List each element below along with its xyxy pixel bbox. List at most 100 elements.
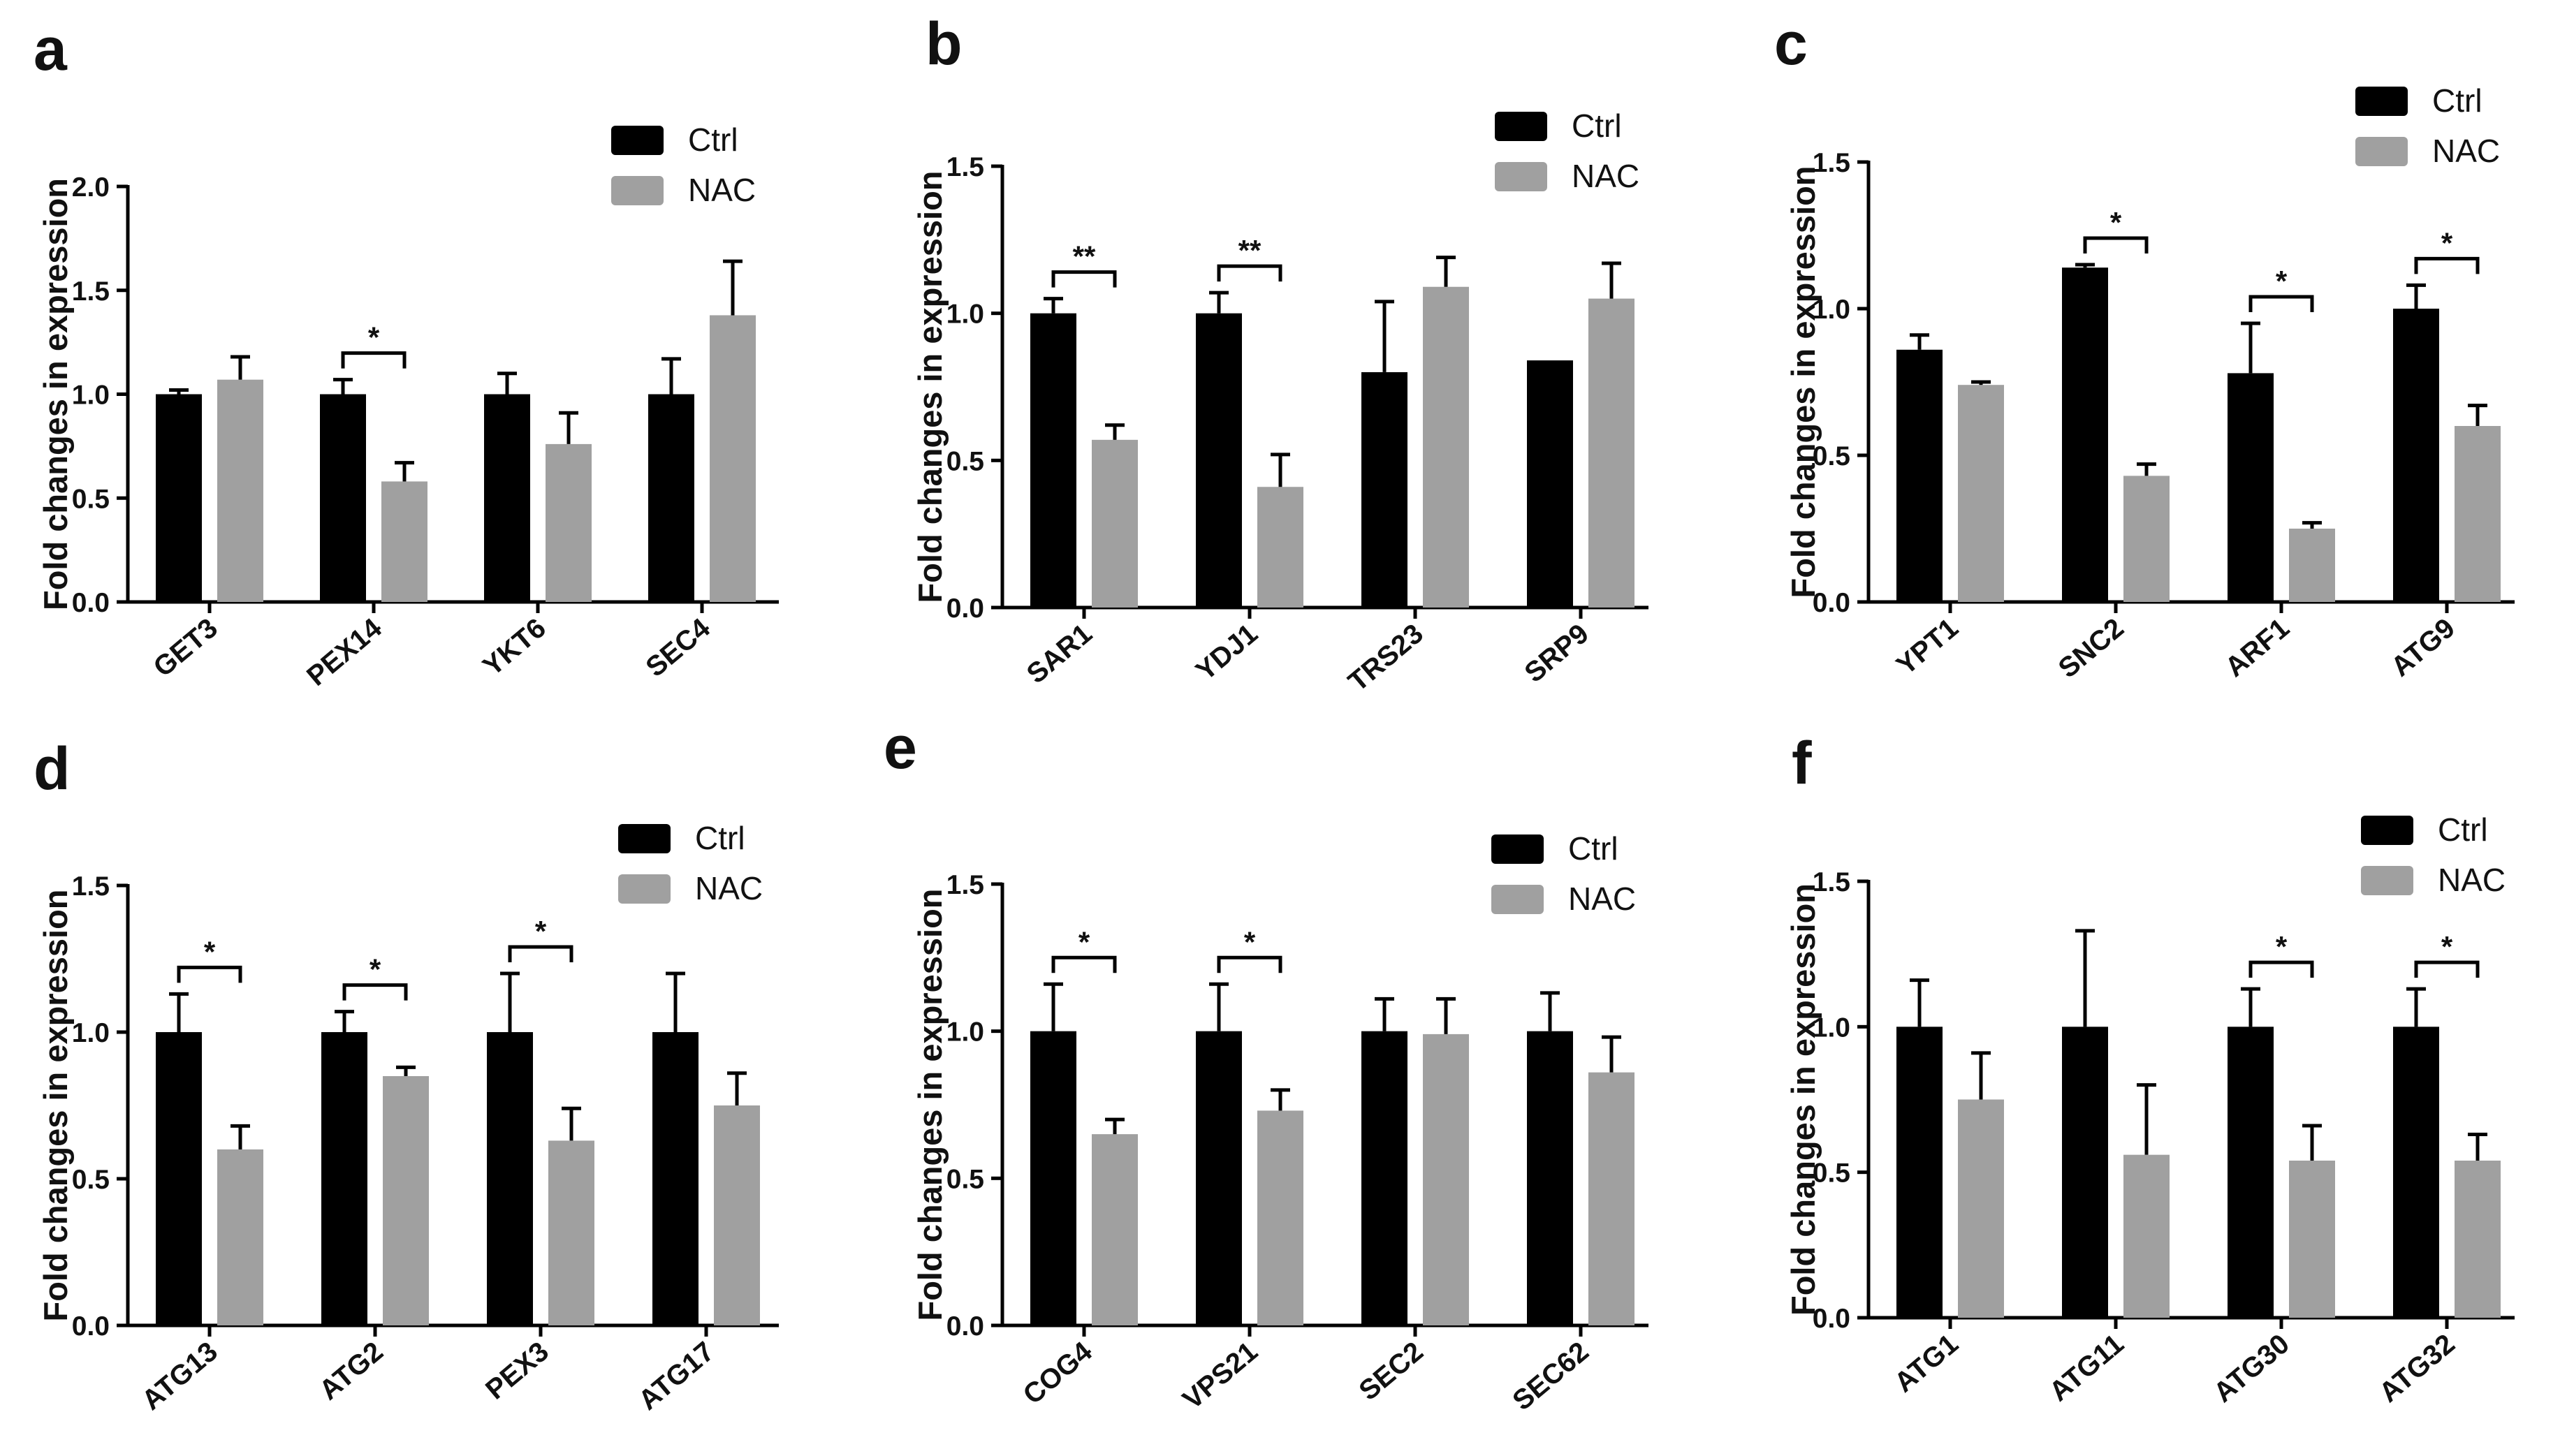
bar-nac [2455, 1161, 2501, 1318]
x-tick-label: PEX3 [480, 1336, 555, 1405]
bar-nac [1092, 439, 1138, 608]
bar-ctrl [1896, 1027, 1943, 1318]
legend-label-ctrl: Ctrl [688, 122, 738, 158]
bar-nac [383, 1076, 429, 1325]
y-tick-label: 0.5 [946, 446, 984, 476]
significance-bracket [1051, 955, 1117, 973]
bar-nac [710, 315, 756, 602]
y-tick-label: 0.0 [1813, 1304, 1850, 1334]
significance-bracket [341, 351, 407, 369]
y-tick-label: 0.5 [72, 484, 110, 514]
x-tick-label: SEC4 [640, 612, 716, 683]
significance-marker: * [2441, 930, 2453, 963]
y-tick-label: 0.0 [946, 1311, 984, 1341]
significance-bracket [1217, 264, 1282, 282]
y-tick-label: 0.5 [1813, 1159, 1850, 1189]
significance-bracket [1051, 270, 1117, 288]
significance-marker: * [2441, 226, 2453, 259]
bar-ctrl [2228, 1027, 2274, 1318]
significance-marker: * [2276, 265, 2288, 297]
bar-ctrl [1196, 313, 1242, 608]
bar-ctrl [1030, 1031, 1076, 1325]
bar-ctrl [320, 394, 366, 602]
x-tick-label: GET3 [147, 612, 223, 683]
panel-letter: a [34, 16, 68, 83]
significance-bracket [177, 965, 242, 983]
significance-marker: * [1078, 925, 1090, 958]
x-tick-label: ATG13 [136, 1336, 224, 1416]
bar-nac [2289, 529, 2335, 602]
x-tick-label: ARF1 [2219, 612, 2295, 683]
significance-bracket [508, 945, 573, 962]
x-tick-label: ATG30 [2208, 1328, 2295, 1409]
legend-swatch-ctrl [2361, 816, 2413, 845]
significance-marker: * [1244, 925, 1256, 958]
bar-nac [1588, 298, 1634, 608]
legend-swatch-nac [2361, 866, 2413, 895]
y-tick-label: 1.5 [1813, 867, 1850, 897]
panel-letter: b [926, 10, 963, 78]
x-tick-label: SNC2 [2053, 612, 2130, 684]
y-tick-label: 0.0 [72, 1311, 110, 1341]
legend-label-ctrl: Ctrl [2438, 811, 2488, 848]
y-tick-label: 1.5 [72, 872, 110, 902]
y-tick-label: 1.0 [946, 300, 984, 330]
y-tick-label: 1.0 [1813, 295, 1850, 325]
bar-ctrl [484, 394, 530, 602]
y-tick-label: 0.0 [72, 588, 110, 618]
legend-label-nac: NAC [1568, 881, 1636, 917]
y-tick-label: 1.5 [1813, 148, 1850, 178]
legend-label-nac: NAC [695, 870, 763, 906]
legend-label-nac: NAC [688, 172, 756, 208]
y-tick-label: 1.0 [72, 1018, 110, 1048]
significance-marker: * [535, 915, 547, 948]
significance-bracket [1217, 955, 1282, 973]
significance-bracket [2248, 960, 2314, 978]
y-tick-label: 0.5 [72, 1165, 110, 1195]
significance-bracket [2414, 256, 2480, 274]
legend-swatch-ctrl [1495, 112, 1547, 141]
bar-ctrl [2393, 309, 2439, 602]
y-axis-label: Fold changes in expression [1785, 883, 1822, 1316]
x-tick-label: SRP9 [1519, 618, 1594, 689]
bar-ctrl [1527, 1031, 1573, 1325]
y-tick-label: 1.5 [946, 152, 984, 182]
bar-nac [1257, 1110, 1303, 1325]
bar-nac [1257, 487, 1303, 608]
x-tick-label: VPS21 [1177, 1336, 1264, 1415]
bar-nac [546, 443, 592, 602]
bar-ctrl [648, 394, 694, 602]
legend-swatch-ctrl [1491, 834, 1544, 864]
bar-nac [2289, 1161, 2335, 1318]
panel-letter: c [1774, 10, 1808, 78]
panel-letter: f [1792, 730, 1812, 797]
significance-marker: ** [1073, 240, 1096, 273]
x-tick-label: YDJ1 [1190, 618, 1264, 686]
legend-swatch-nac [618, 874, 671, 904]
x-tick-label: ATG9 [2385, 612, 2461, 682]
panel-letter: e [884, 714, 917, 781]
y-tick-label: 1.0 [1813, 1013, 1850, 1043]
y-tick-label: 1.0 [946, 1017, 984, 1047]
y-tick-label: 0.0 [946, 594, 984, 624]
x-tick-label: PEX14 [301, 612, 388, 692]
legend-swatch-nac [2355, 137, 2408, 166]
legend-label-ctrl: Ctrl [695, 820, 745, 856]
y-tick-label: 1.0 [72, 381, 110, 411]
x-tick-label: SAR1 [1021, 618, 1098, 689]
x-tick-label: COG4 [1018, 1336, 1099, 1411]
bar-ctrl [2228, 373, 2274, 602]
bar-ctrl [2062, 1027, 2108, 1318]
x-tick-label: TRS23 [1343, 618, 1429, 698]
bar-ctrl [2393, 1027, 2439, 1318]
bar-ctrl [1196, 1031, 1242, 1325]
bar-ctrl [1527, 360, 1573, 608]
bar-ctrl [321, 1032, 367, 1325]
bar-ctrl [156, 1032, 202, 1325]
bar-ctrl [487, 1032, 533, 1325]
y-axis-label: Fold changes in expression [1785, 166, 1822, 598]
y-tick-label: 0.5 [1813, 441, 1850, 471]
